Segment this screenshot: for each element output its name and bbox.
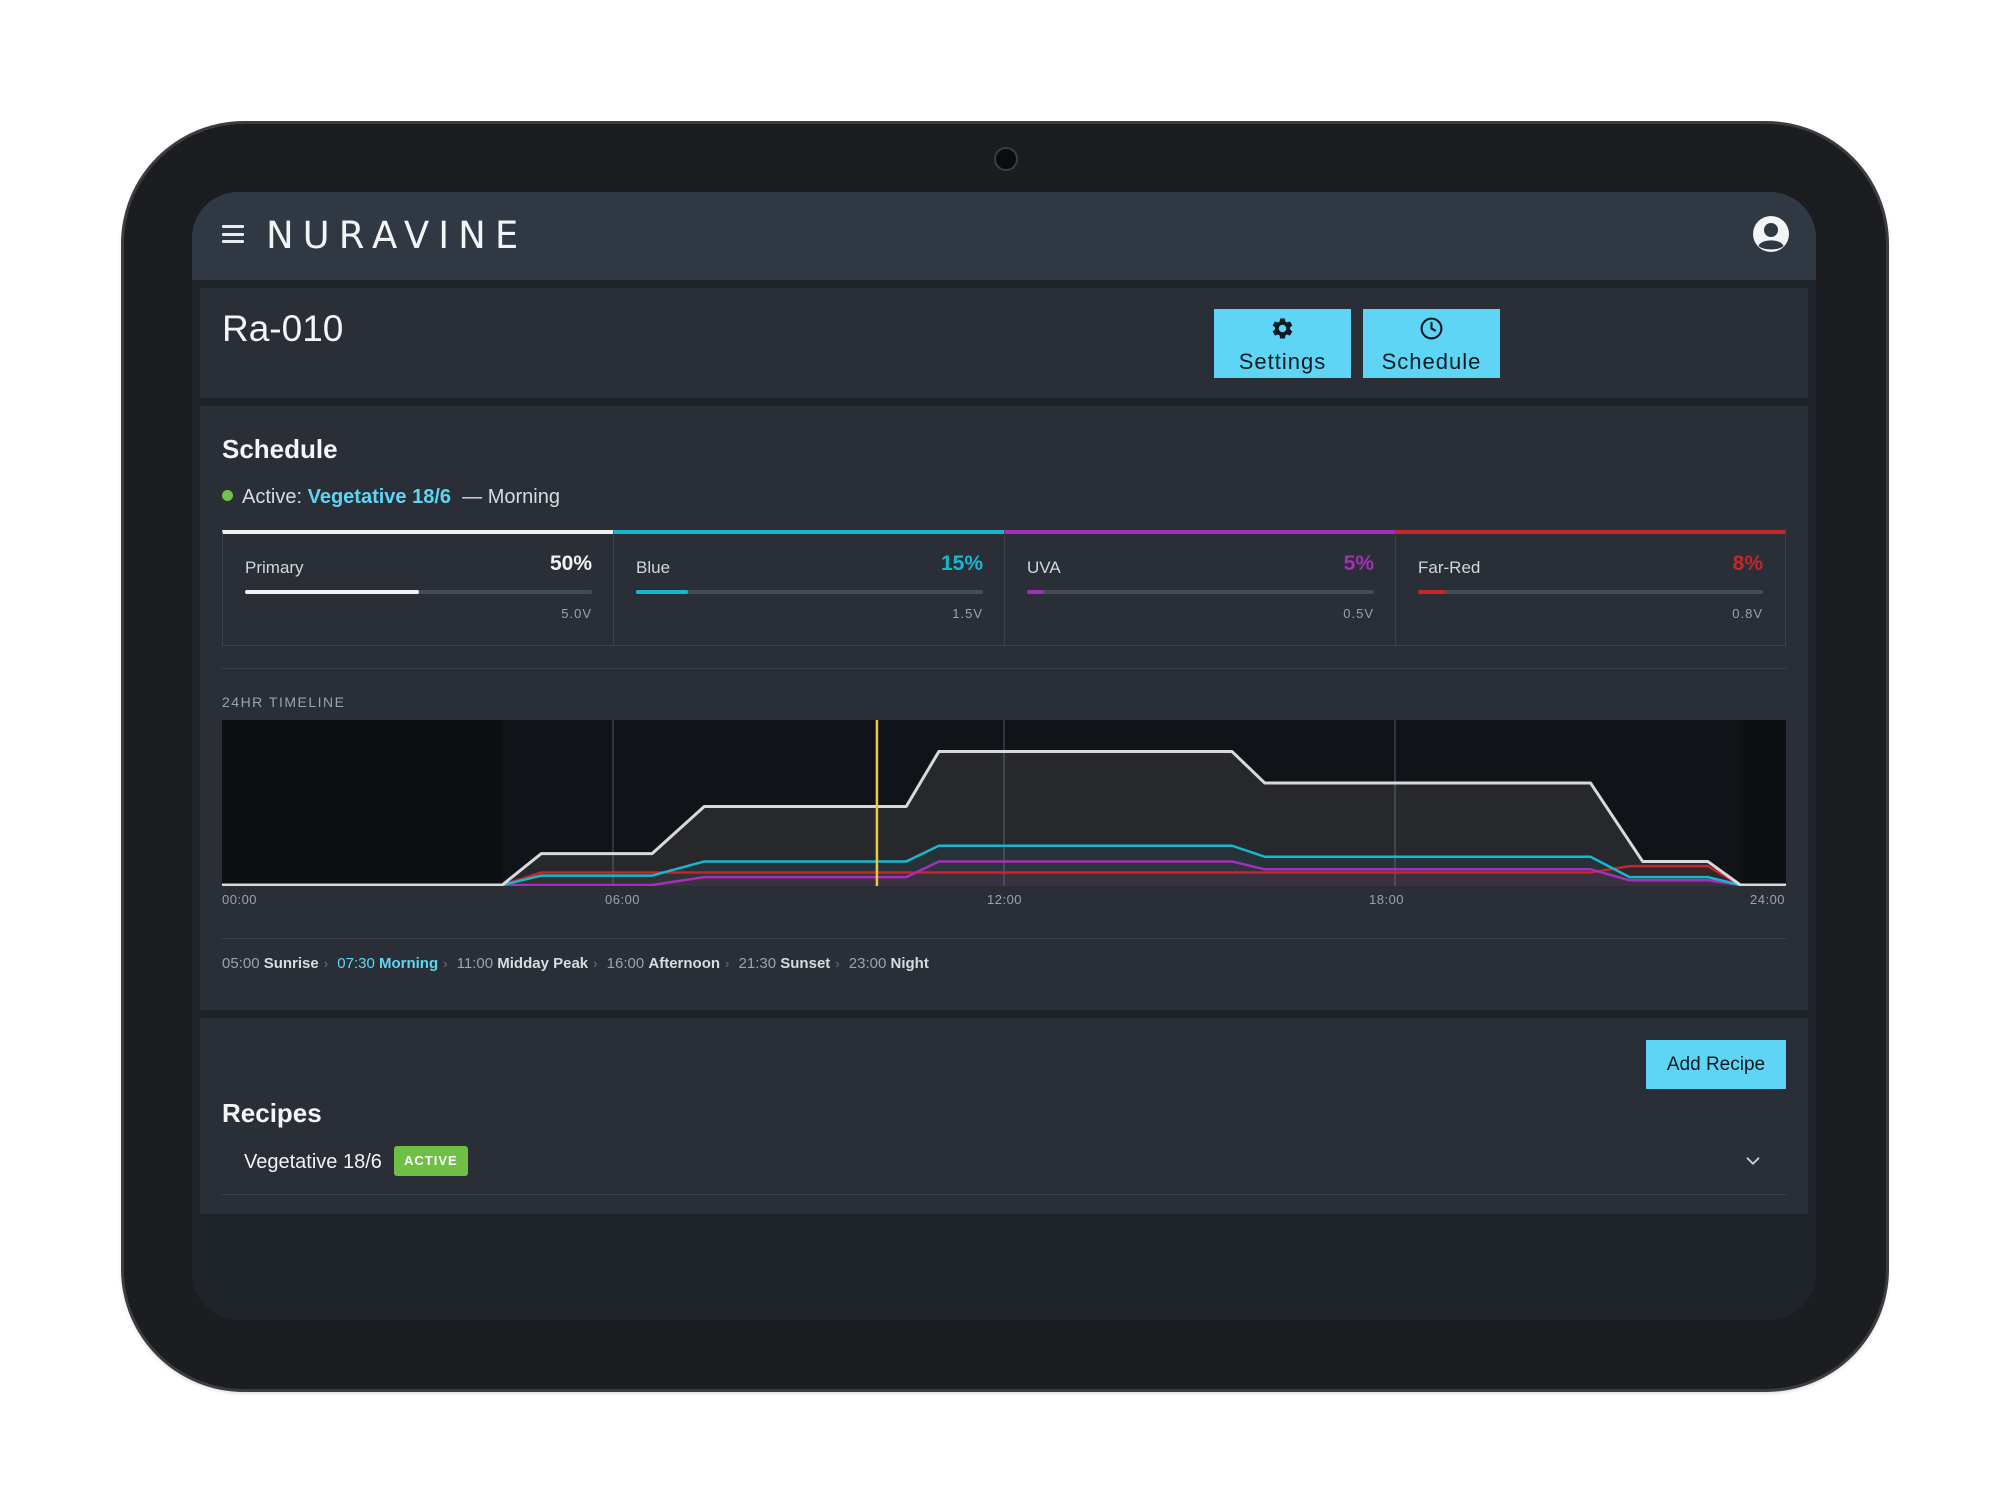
active-recipe-status: Active: Vegetative 18/6 — Morning — [222, 486, 560, 509]
tick-label-18: 18:00 — [1369, 892, 1405, 907]
channel-voltage: 0.8V — [1732, 606, 1763, 621]
chevron-right-icon: › — [323, 956, 329, 971]
tick-label-6: 06:00 — [605, 892, 641, 907]
schedule-label: Schedule — [1381, 349, 1482, 374]
device-title: Ra-010 — [222, 308, 344, 349]
daylight-region — [502, 720, 1741, 886]
timeline-label: 24HR TIMELINE — [222, 694, 346, 710]
channel-level-fill — [636, 590, 689, 594]
channel-name: Far-Red — [1418, 558, 1481, 577]
gear-icon — [1272, 318, 1293, 339]
tick-label-12: 12:00 — [987, 892, 1023, 907]
chevron-right-icon: › — [835, 956, 840, 971]
add-recipe-button[interactable]: Add Recipe — [1646, 1040, 1786, 1089]
channel-percent: 5% — [1343, 552, 1374, 575]
phase-midday-peak[interactable]: 11:00 Midday Peak — [456, 955, 589, 972]
chevron-right-icon: › — [725, 956, 730, 971]
series-area-uva — [222, 861, 1786, 886]
channel-level-track — [1418, 590, 1763, 594]
schedule-card: Schedule Active: Vegetative 18/6 — Morni… — [200, 406, 1808, 1010]
channel-percent: 8% — [1732, 552, 1763, 575]
recipes-card: Add Recipe Recipes Vegetative 18/6 ACTIV… — [200, 1018, 1808, 1214]
channel-level-fill — [1027, 590, 1045, 594]
series-area-far-red — [222, 866, 1786, 886]
chevron-right-icon: › — [593, 956, 598, 971]
section-divider — [222, 938, 1786, 939]
channel-voltage: 5.0V — [561, 606, 592, 621]
phase-breadcrumb: 05:00 Sunrise › 07:30 Morning › 11:00 Midd… — [222, 955, 929, 972]
channel-level-fill — [245, 590, 419, 594]
active-phase: — Morning — [462, 486, 560, 508]
top-app-bar: NURAVINE — [192, 192, 1816, 280]
channel-primary[interactable]: Primary 50% 5.0V — [222, 530, 615, 646]
channel-level-track — [1027, 590, 1374, 594]
channel-name: Blue — [636, 558, 671, 577]
channel-voltage: 0.5V — [1343, 606, 1374, 621]
timeline-chart[interactable] — [222, 720, 1786, 886]
account-avatar-icon[interactable] — [1752, 215, 1790, 253]
schedule-button[interactable]: Schedule — [1363, 309, 1500, 378]
channel-levels: Primary 50% 5.0V Blue 15% 1.5V UVA 5% 0.… — [222, 530, 1786, 646]
active-recipe-link[interactable]: Vegetative 18/6 — [307, 486, 452, 508]
channel-voltage: 1.5V — [952, 606, 983, 621]
phase-sunrise[interactable]: 05:00 Sunrise — [222, 955, 319, 972]
device-header-card: Ra-010 Settings Schedule — [200, 288, 1808, 398]
clock-icon — [1420, 317, 1443, 340]
recipes-heading: Recipes — [222, 1098, 322, 1128]
channel-name: UVA — [1027, 558, 1061, 577]
settings-button[interactable]: Settings — [1214, 309, 1351, 378]
channel-level-fill — [1418, 590, 1446, 594]
hamburger-menu-icon[interactable] — [222, 225, 244, 243]
schedule-heading: Schedule — [222, 434, 338, 464]
phase-morning[interactable]: 07:30 Morning — [337, 955, 439, 972]
phase-sunset[interactable]: 21:30 Sunset — [738, 955, 831, 972]
recipe-row[interactable]: Vegetative 18/6 ACTIVE — [222, 1142, 1786, 1195]
status-dot-icon — [222, 490, 233, 501]
channel-far-red[interactable]: Far-Red 8% 0.8V — [1395, 530, 1786, 646]
brand-logo: NURAVINE — [266, 214, 528, 257]
active-prefix: Active: — [242, 486, 303, 508]
channel-uva[interactable]: UVA 5% 0.5V — [1004, 530, 1397, 646]
app-screen: NURAVINE Ra-010 Settings Schedule Schedu… — [192, 192, 1816, 1320]
tick-label-0: 00:00 — [222, 892, 258, 907]
tick-label-24: 24:00 — [1750, 892, 1786, 907]
channel-name: Primary — [245, 558, 304, 577]
channel-blue[interactable]: Blue 15% 1.5V — [613, 530, 1006, 646]
section-divider — [222, 668, 1786, 669]
series-line-uva — [222, 860, 1786, 886]
phase-night[interactable]: 23:00 Night — [848, 955, 929, 972]
series-line-far-red — [222, 864, 1786, 886]
channel-level-track — [245, 590, 592, 594]
series-line-blue — [222, 844, 1786, 886]
settings-label: Settings — [1238, 349, 1327, 374]
channel-level-track — [636, 590, 983, 594]
channel-percent: 15% — [940, 552, 983, 575]
recipe-name: Vegetative 18/6 — [244, 1151, 382, 1173]
series-area-primary — [222, 751, 1786, 886]
active-badge: ACTIVE — [394, 1146, 468, 1176]
chevron-down-icon[interactable] — [1742, 1150, 1764, 1172]
channel-percent: 50% — [549, 552, 592, 575]
series-line-primary — [222, 750, 1786, 886]
phase-afternoon[interactable]: 16:00 Afternoon — [606, 955, 721, 972]
camera-icon — [994, 147, 1018, 171]
chevron-right-icon: › — [443, 956, 448, 971]
